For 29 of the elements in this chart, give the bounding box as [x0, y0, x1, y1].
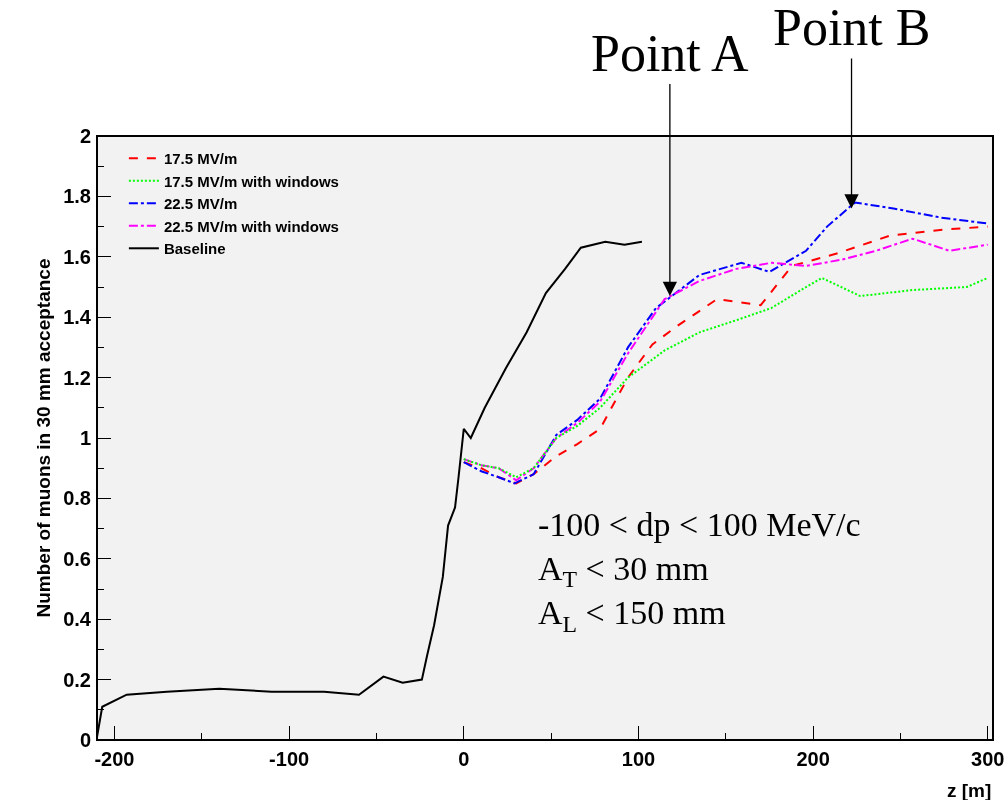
- y-tick-label: 1.4: [63, 306, 92, 329]
- y-tick-label: 0.8: [63, 487, 91, 510]
- annotation: Point B: [773, 0, 931, 56]
- annotation: -100 < dp < 100 MeV/c: [538, 506, 861, 543]
- legend-label: 22.5 MV/m with windows: [163, 217, 339, 235]
- y-tick-label: 0.6: [63, 547, 91, 570]
- x-tick-label: 200: [796, 748, 830, 770]
- x-tick-label: 300: [971, 748, 1005, 770]
- x-tick-label: 100: [621, 748, 656, 770]
- legend-label: 17.5 MV/m with windows: [163, 172, 339, 190]
- y-tick-label: 1.2: [63, 366, 91, 389]
- y-axis-title: Number of muons in 30 mm acceptance: [32, 258, 54, 618]
- y-tick-label: 1.8: [63, 185, 91, 208]
- y-tick-label: 0.4: [63, 608, 92, 631]
- annotation: Point A: [591, 25, 749, 82]
- legend-label: 22.5 MV/m: [163, 195, 238, 213]
- x-tick-label: 0: [458, 748, 470, 770]
- annotation: A$_{T}$ < 30 mm: [538, 550, 709, 593]
- y-tick-label: 1.6: [63, 245, 91, 268]
- y-tick-label: 0: [79, 729, 91, 751]
- x-tick-label: -100: [269, 748, 310, 770]
- y-tick-label: 1: [79, 427, 91, 449]
- legend-label: 17.5 MV/m: [163, 150, 238, 168]
- x-tick-label: -200: [94, 748, 135, 770]
- annotation: A$_{L}$ < 150 mm: [538, 594, 726, 637]
- legend-label: Baseline: [163, 240, 226, 258]
- y-tick-label: 2: [79, 125, 91, 147]
- line-series: [462, 276, 989, 479]
- y-tick-label: 0.2: [63, 668, 91, 691]
